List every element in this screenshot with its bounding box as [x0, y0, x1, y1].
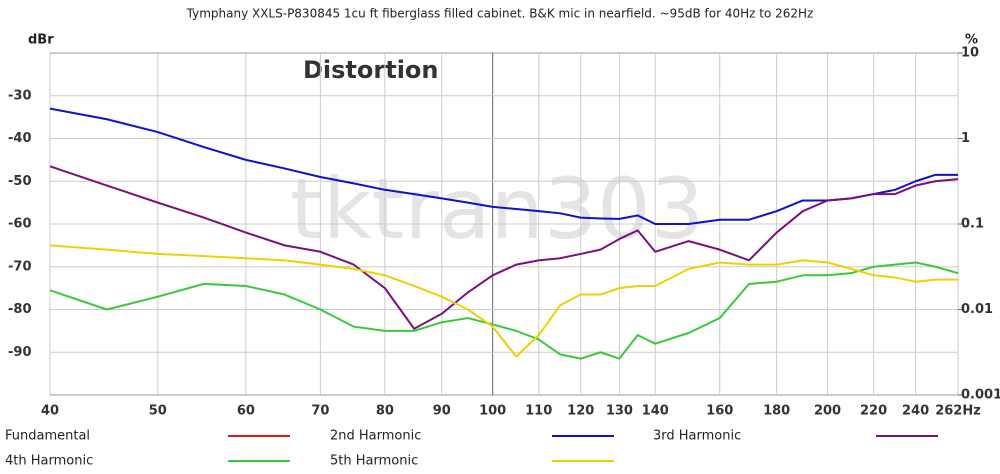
y-tick-label: -30	[8, 88, 32, 103]
x-tick-label: 110	[525, 404, 552, 419]
x-tick-label: 120	[567, 404, 594, 419]
y-tick-label: -60	[8, 217, 32, 232]
y2-axis-label: %	[965, 33, 978, 48]
y2-tick-label: 0.01	[961, 302, 993, 317]
y2-tick-label: 0.001	[961, 388, 1000, 403]
annotation: Distortion	[303, 56, 439, 84]
x-tick-label: 140	[642, 404, 669, 419]
x-tick-label: 160	[706, 404, 733, 419]
x-tick-label: 130	[606, 404, 633, 419]
x-tick-label: 180	[763, 404, 790, 419]
x-tick-label: 262Hz	[935, 404, 981, 419]
x-tick-label: 90	[433, 404, 451, 419]
series-line	[50, 165, 958, 330]
x-tick-label: 240	[902, 404, 929, 419]
legend-label: 5th Harmonic	[330, 454, 418, 469]
x-tick-label: 40	[41, 404, 59, 419]
series-line	[50, 244, 958, 358]
y-tick-label: -40	[8, 131, 32, 146]
x-tick-label: 100	[479, 404, 506, 419]
y-axis-label: dBr	[28, 33, 54, 48]
y-tick-label: -90	[8, 345, 32, 360]
legend-label: 3rd Harmonic	[653, 429, 741, 444]
legend-label: 4th Harmonic	[5, 454, 93, 469]
x-tick-label: 70	[311, 404, 329, 419]
x-tick-label: 50	[149, 404, 167, 419]
x-tick-label: 80	[376, 404, 394, 419]
y2-tick-label: 1	[961, 131, 970, 146]
y-tick-label: -50	[8, 174, 32, 189]
series-line	[50, 261, 958, 360]
watermark: tktran303	[290, 160, 704, 258]
series-layer	[50, 107, 958, 360]
x-tick-label: 200	[814, 404, 841, 419]
y2-tick-label: 10	[961, 46, 979, 61]
y2-tick-label: 0.1	[961, 217, 984, 232]
chart-title: Tymphany XXLS-P830845 1cu ft fiberglass …	[186, 7, 814, 21]
y-tick-label: -70	[8, 259, 32, 274]
y-tick-label: -80	[8, 302, 32, 317]
x-tick-label: 220	[860, 404, 887, 419]
x-tick-label: 60	[237, 404, 255, 419]
legend-label: Fundamental	[5, 429, 90, 444]
legend-label: 2nd Harmonic	[330, 429, 421, 444]
